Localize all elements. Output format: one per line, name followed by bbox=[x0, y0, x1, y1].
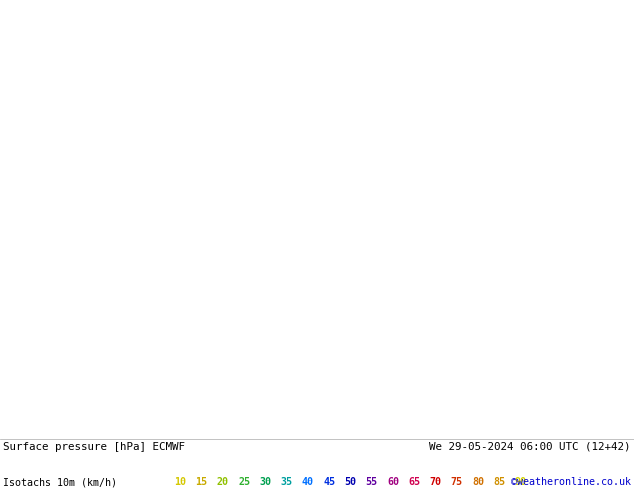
Text: 30: 30 bbox=[259, 477, 271, 488]
Text: 20: 20 bbox=[217, 477, 229, 488]
Text: 80: 80 bbox=[472, 477, 484, 488]
Text: 85: 85 bbox=[493, 477, 505, 488]
Text: 10: 10 bbox=[174, 477, 186, 488]
Text: 90: 90 bbox=[514, 477, 526, 488]
Text: 60: 60 bbox=[387, 477, 399, 488]
Text: ©weatheronline.co.uk: ©weatheronline.co.uk bbox=[511, 477, 631, 488]
Text: 25: 25 bbox=[238, 477, 250, 488]
Text: 40: 40 bbox=[302, 477, 314, 488]
Text: We 29-05-2024 06:00 UTC (12+42): We 29-05-2024 06:00 UTC (12+42) bbox=[429, 441, 631, 452]
Text: 35: 35 bbox=[281, 477, 293, 488]
Text: 45: 45 bbox=[323, 477, 335, 488]
Text: Surface pressure [hPa] ECMWF: Surface pressure [hPa] ECMWF bbox=[3, 441, 185, 452]
Text: 75: 75 bbox=[451, 477, 463, 488]
Text: 65: 65 bbox=[408, 477, 420, 488]
Text: 50: 50 bbox=[344, 477, 356, 488]
Text: 70: 70 bbox=[429, 477, 441, 488]
Text: 55: 55 bbox=[366, 477, 378, 488]
Text: Isotachs 10m (km/h): Isotachs 10m (km/h) bbox=[3, 477, 117, 488]
Text: 15: 15 bbox=[196, 477, 207, 488]
